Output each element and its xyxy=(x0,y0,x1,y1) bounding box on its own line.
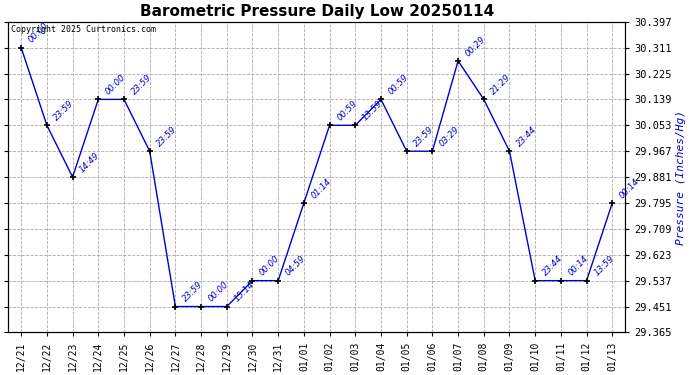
Text: 00:29: 00:29 xyxy=(464,34,487,58)
Text: 23:59: 23:59 xyxy=(130,73,153,97)
Text: 13:59: 13:59 xyxy=(592,254,615,278)
Text: 23:59: 23:59 xyxy=(412,125,436,148)
Text: 23:44: 23:44 xyxy=(515,125,539,148)
Text: 03:29: 03:29 xyxy=(438,125,462,148)
Text: 00:59: 00:59 xyxy=(386,73,410,97)
Text: 23:59: 23:59 xyxy=(52,99,76,123)
Text: 00:00: 00:00 xyxy=(104,73,128,97)
Text: 23:59: 23:59 xyxy=(181,280,204,304)
Text: 00:14: 00:14 xyxy=(618,177,642,200)
Text: 00:59: 00:59 xyxy=(335,99,359,123)
Text: 00:00: 00:00 xyxy=(258,254,282,278)
Text: 00:00: 00:00 xyxy=(27,21,50,45)
Text: 13:59: 13:59 xyxy=(361,99,384,123)
Text: 00:00: 00:00 xyxy=(206,280,230,304)
Text: 23:44: 23:44 xyxy=(541,254,564,278)
Y-axis label: Pressure (Inches/Hg): Pressure (Inches/Hg) xyxy=(676,110,686,245)
Text: 21:29: 21:29 xyxy=(489,73,513,97)
Text: 23:59: 23:59 xyxy=(155,125,179,148)
Text: 04:59: 04:59 xyxy=(284,254,307,278)
Text: 00:14: 00:14 xyxy=(566,254,590,278)
Text: 15:14: 15:14 xyxy=(233,280,256,304)
Title: Barometric Pressure Daily Low 20250114: Barometric Pressure Daily Low 20250114 xyxy=(139,4,494,19)
Text: Copyright 2025 Curtronics.com: Copyright 2025 Curtronics.com xyxy=(12,25,157,34)
Text: 01:14: 01:14 xyxy=(309,177,333,200)
Text: 14:49: 14:49 xyxy=(78,151,101,174)
